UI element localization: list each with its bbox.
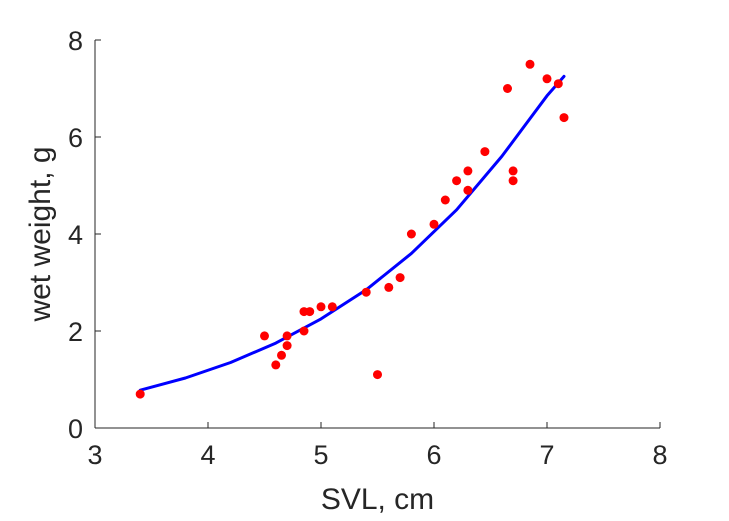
data-point xyxy=(429,219,439,229)
x-tick-label: 7 xyxy=(539,440,554,470)
data-point xyxy=(559,113,569,123)
y-tick-label: 4 xyxy=(68,220,83,250)
data-point xyxy=(542,74,552,84)
data-point xyxy=(553,79,563,89)
data-point xyxy=(463,166,473,176)
data-point xyxy=(440,195,450,205)
data-point xyxy=(508,176,518,186)
fit-curve-layer xyxy=(138,74,566,392)
data-point xyxy=(480,147,490,157)
data-point xyxy=(525,59,535,69)
data-point xyxy=(406,229,416,239)
data-point xyxy=(305,307,315,317)
data-point xyxy=(503,84,512,93)
y-tick-label: 0 xyxy=(68,414,83,444)
data-point xyxy=(452,176,462,186)
data-point xyxy=(395,273,405,283)
y-tick-label: 8 xyxy=(68,26,83,56)
labels-layer: SVL, cm wet weight, g xyxy=(24,146,434,516)
data-point xyxy=(282,331,292,341)
x-tick-label: 3 xyxy=(87,440,102,470)
data-point xyxy=(327,302,337,312)
data-point xyxy=(282,341,292,351)
data-point xyxy=(260,331,269,341)
data-point xyxy=(271,360,281,370)
data-point xyxy=(316,302,326,312)
data-point xyxy=(384,282,394,292)
data-point xyxy=(299,326,309,336)
data-point xyxy=(508,166,518,176)
data-point xyxy=(135,389,145,399)
x-tick-label: 6 xyxy=(426,440,441,470)
data-point xyxy=(277,350,286,360)
data-points-layer xyxy=(135,59,569,399)
y-axis-title: wet weight, g xyxy=(24,146,57,322)
x-axis-title: SVL, cm xyxy=(321,483,434,516)
y-tick-label: 6 xyxy=(68,123,83,153)
y-tick-label: 2 xyxy=(68,317,83,347)
fit-curve xyxy=(138,74,566,392)
x-tick-label: 5 xyxy=(313,440,328,470)
data-point xyxy=(373,370,382,380)
data-point xyxy=(463,185,473,195)
x-tick-label: 4 xyxy=(200,440,215,470)
axes: 3 4 5 6 7 8 0 2 4 6 8 xyxy=(68,26,668,470)
data-point xyxy=(361,287,371,297)
x-tick-label: 8 xyxy=(652,440,667,470)
